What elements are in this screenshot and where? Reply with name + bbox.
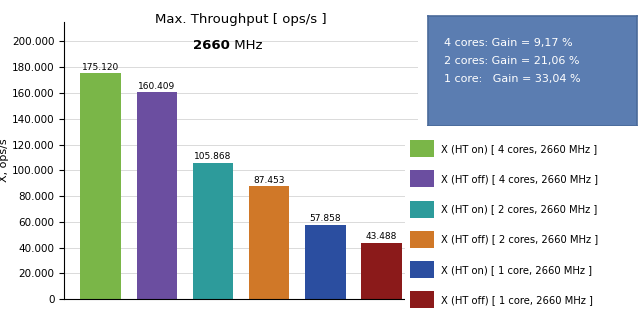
Bar (410, 261, 433, 278)
Text: X (HT off) [ 1 core, 2660 MHz ]: X (HT off) [ 1 core, 2660 MHz ] (441, 295, 593, 305)
Text: 87.453: 87.453 (253, 175, 285, 185)
Bar (249, 186, 289, 299)
Text: 57.858: 57.858 (310, 214, 341, 223)
Bar (305, 225, 346, 299)
Text: Max. Throughput [ ops/s ]: Max. Throughput [ ops/s ] (156, 13, 327, 26)
Text: X (HT off) [ 4 cores, 2660 MHz ]: X (HT off) [ 4 cores, 2660 MHz ] (441, 174, 598, 184)
Bar (410, 231, 433, 248)
Bar (410, 170, 433, 187)
Text: X (HT on) [ 1 core, 2660 MHz ]: X (HT on) [ 1 core, 2660 MHz ] (441, 265, 592, 275)
Text: X (HT on) [ 2 cores, 2660 MHz ]: X (HT on) [ 2 cores, 2660 MHz ] (441, 204, 597, 214)
Text: 43.488: 43.488 (366, 232, 397, 241)
Text: 105.868: 105.868 (194, 152, 231, 161)
Text: 4 cores: Gain = 9,17 %
2 cores: Gain = 21,06 %
1 core:   Gain = 33,04 %: 4 cores: Gain = 9,17 % 2 cores: Gain = 2… (444, 38, 581, 84)
Text: 160.409: 160.409 (138, 82, 176, 90)
Bar (410, 291, 433, 308)
Y-axis label: X, ops/s: X, ops/s (0, 139, 9, 182)
Text: 175.120: 175.120 (82, 63, 119, 72)
Bar (361, 243, 402, 299)
Text: X (HT off) [ 2 cores, 2660 MHz ]: X (HT off) [ 2 cores, 2660 MHz ] (441, 234, 598, 244)
Text: X (HT on) [ 4 cores, 2660 MHz ]: X (HT on) [ 4 cores, 2660 MHz ] (441, 144, 597, 154)
Bar (136, 92, 177, 299)
Bar (193, 163, 233, 299)
Bar (410, 140, 433, 157)
Bar (80, 73, 121, 299)
Text: 2660: 2660 (194, 39, 230, 52)
Text: MHz: MHz (230, 39, 263, 52)
Bar (410, 201, 433, 218)
